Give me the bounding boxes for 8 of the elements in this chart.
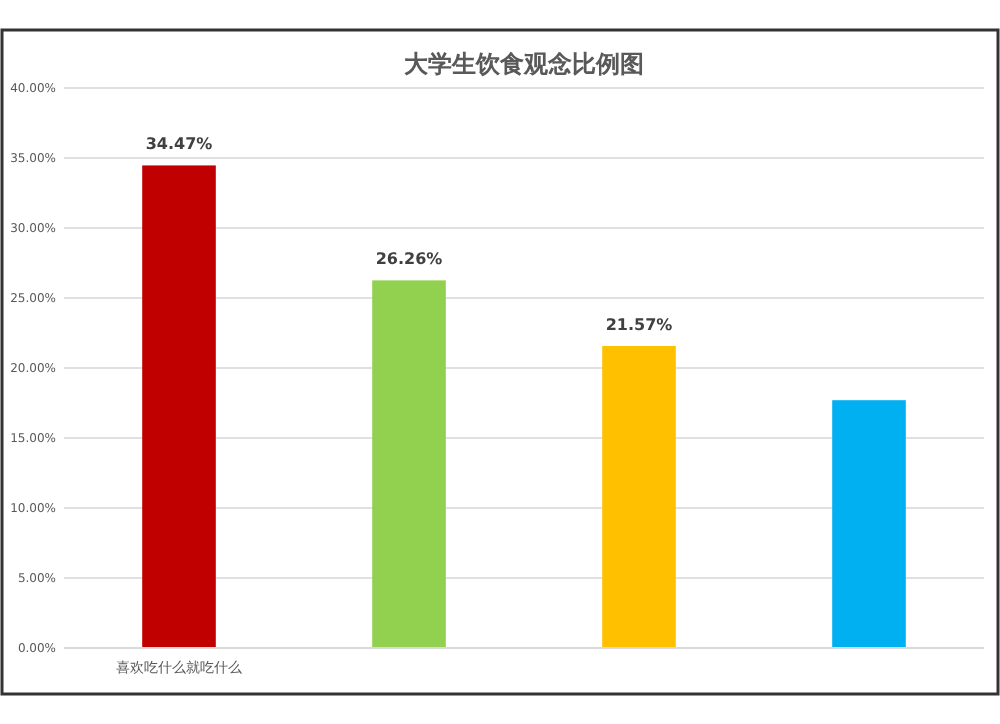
data-label: 21.57% xyxy=(605,316,673,335)
bar xyxy=(832,400,906,648)
data-label: 34.47% xyxy=(145,135,213,154)
bar xyxy=(602,346,676,648)
bar xyxy=(142,165,216,648)
bar xyxy=(372,280,446,648)
data-label: 26.26% xyxy=(375,250,443,269)
chart-title: 大学生饮食观念比例图 xyxy=(404,50,644,78)
